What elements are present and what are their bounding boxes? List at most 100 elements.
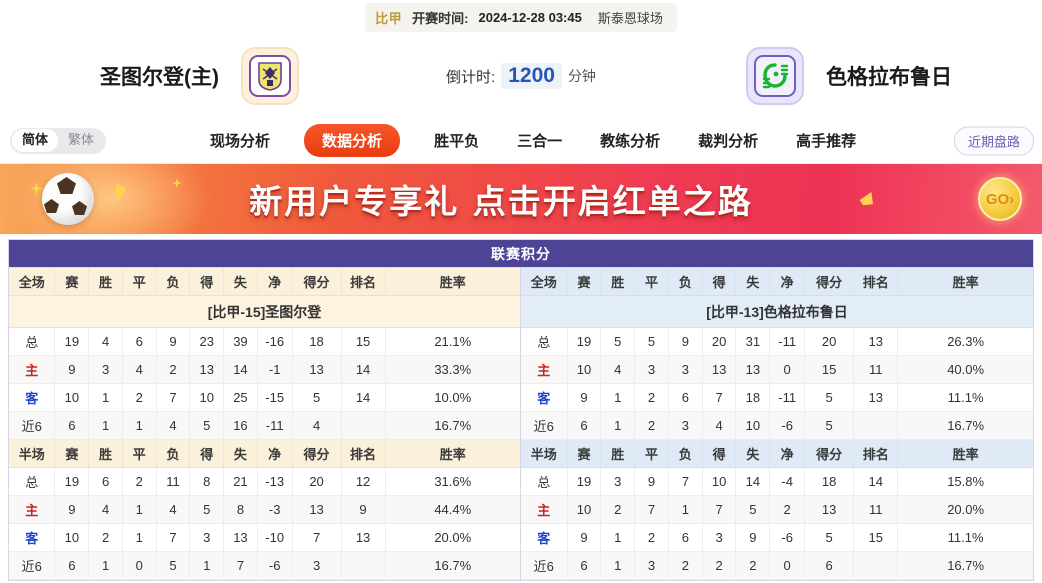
table-row: 客 10 1 2 7 10 25 -15 5 14 10.0%: [9, 383, 520, 412]
table-cell: 39: [223, 327, 258, 356]
cell-winrate: 10.0%: [385, 383, 520, 412]
col-scope: 全场: [521, 267, 568, 296]
tab-expert-picks[interactable]: 高手推荐: [796, 133, 857, 150]
table-cell: -11: [257, 411, 293, 440]
table-row: 客 9 1 2 6 3 9 -6 5 15 11.1%: [521, 523, 1033, 552]
tab-live-analysis[interactable]: 现场分析: [210, 133, 271, 150]
countdown-unit: 分钟: [567, 68, 596, 84]
table-cell: 1: [189, 551, 225, 580]
col-played: 赛: [567, 439, 602, 468]
table-cell: 3: [668, 355, 703, 384]
table-cell: 0: [122, 551, 157, 580]
table-row: 主 10 2 7 1 7 5 2 13 11 20.0%: [521, 495, 1033, 524]
table-cell: 1: [88, 411, 123, 440]
banner-headline: 新用户专享礼 点击开启红单之路: [249, 182, 753, 221]
table-cell: 4: [600, 355, 636, 384]
lang-option-traditional[interactable]: 繁体: [68, 132, 95, 148]
table-cell: 6: [88, 467, 123, 496]
col-played: 赛: [567, 267, 602, 296]
row-scope-label: 近6: [521, 551, 568, 580]
table-cell: -15: [257, 383, 293, 412]
table-cell: 10: [567, 495, 602, 524]
cell-winrate: 31.6%: [385, 467, 520, 496]
home-full-header: 全场 赛 胜 平 负 得 失 净 得分 排名 胜率: [9, 267, 520, 296]
promo-banner[interactable]: 新用户专享礼 点击开启红单之路 GO›: [0, 164, 1042, 234]
sparkle-icon: [172, 178, 182, 188]
col-ga: 失: [735, 267, 771, 296]
col-won: 胜: [88, 267, 123, 296]
table-cell: 13: [853, 383, 899, 412]
table-row: 主 9 4 1 4 5 8 -3 13 9 44.4%: [9, 495, 520, 524]
tab-win-draw-loss[interactable]: 胜平负: [434, 133, 480, 150]
nav-tabs: 现场分析 数据分析 胜平负 三合一 教练分析 裁判分析 高手推荐: [206, 124, 860, 157]
table-cell: 13: [735, 355, 771, 384]
table-cell: 1: [600, 411, 636, 440]
col-drawn: 平: [634, 439, 669, 468]
table-cell: 7: [156, 523, 191, 552]
col-lost: 负: [668, 267, 703, 296]
col-lost: 负: [156, 439, 191, 468]
col-drawn: 平: [634, 267, 669, 296]
tab-three-in-one[interactable]: 三合一: [517, 133, 563, 150]
table-cell: 3: [600, 467, 636, 496]
col-played: 赛: [54, 439, 90, 468]
table-cell: 2: [769, 495, 806, 524]
col-drawn: 平: [122, 267, 157, 296]
table-cell: 9: [54, 355, 90, 384]
banner-go-button[interactable]: GO›: [978, 177, 1022, 221]
table-cell: 10: [189, 383, 225, 412]
row-scope-label: 总: [521, 327, 568, 356]
table-header-row: 半场 赛 胜 平 负 得 失 净 得分 排名 胜率: [521, 439, 1033, 468]
table-cell: 20: [292, 467, 342, 496]
table-cell: 5: [804, 411, 855, 440]
table-cell: 10: [735, 411, 771, 440]
col-played: 赛: [54, 267, 90, 296]
table-cell: 5: [189, 495, 225, 524]
table-cell: 5: [156, 551, 191, 580]
away-team-crest-icon: [746, 47, 804, 105]
away-team-name: 色格拉布鲁日: [826, 66, 952, 89]
home-half-header: 半场 赛 胜 平 负 得 失 净 得分 排名 胜率: [9, 439, 520, 468]
table-cell: 6: [804, 551, 855, 580]
table-cell: 13: [223, 523, 258, 552]
table-cell: 12: [341, 467, 386, 496]
table-cell: 8: [189, 467, 225, 496]
col-gf: 得: [702, 439, 737, 468]
table-cell: 11: [853, 355, 899, 384]
away-half-header: 半场 赛 胜 平 负 得 失 净 得分 排名 胜率: [521, 439, 1033, 468]
away-team-block[interactable]: 色格拉布鲁日: [622, 47, 1002, 105]
language-toggle[interactable]: 简体 繁体: [10, 127, 107, 154]
col-scope: 全场: [9, 267, 56, 296]
away-full-header: 全场 赛 胜 平 负 得 失 净 得分 排名 胜率: [521, 267, 1033, 296]
lang-option-simplified[interactable]: 简体: [12, 129, 59, 152]
kickoff-label: 开赛时间:: [412, 10, 469, 26]
home-team-crest-icon: [241, 47, 299, 105]
table-cell: 2: [600, 495, 636, 524]
table-cell: 13: [702, 355, 737, 384]
tab-referee-analysis[interactable]: 裁判分析: [698, 133, 759, 150]
away-full-body: 总 19 5 5 9 20 31 -11 20 13 26.3% 主 10 4 3 3 13 13 0 15 11 40.…: [521, 327, 1033, 440]
tab-data-analysis[interactable]: 数据分析: [304, 124, 401, 157]
home-team-block[interactable]: 圣图尔登(主): [40, 47, 420, 105]
table-cell: 7: [223, 551, 258, 580]
league-standings-panel: 联赛积分 [比甲-15]圣图尔登 全场 赛 胜 平 负: [8, 239, 1034, 581]
table-cell: 4: [156, 411, 191, 440]
col-rank: 排名: [341, 439, 386, 468]
table-cell: 19: [567, 467, 602, 496]
tab-coach-analysis[interactable]: 教练分析: [600, 133, 661, 150]
row-scope-label: 主: [521, 355, 568, 384]
row-scope-label: 近6: [521, 411, 568, 440]
table-cell: 14: [223, 355, 258, 384]
cell-winrate: 16.7%: [897, 411, 1033, 440]
table-cell: 6: [122, 327, 157, 356]
table-cell: 6: [668, 383, 703, 412]
recent-odds-button[interactable]: 近期盘路: [953, 126, 1034, 155]
col-gd: 净: [769, 439, 806, 468]
countdown-label: 倒计时:: [446, 68, 496, 86]
cell-winrate: 16.7%: [897, 551, 1033, 580]
table-cell: 13: [853, 327, 899, 356]
table-cell: 3: [189, 523, 225, 552]
table-cell: 9: [156, 327, 191, 356]
table-cell: 8: [223, 495, 258, 524]
table-cell: 14: [341, 355, 386, 384]
